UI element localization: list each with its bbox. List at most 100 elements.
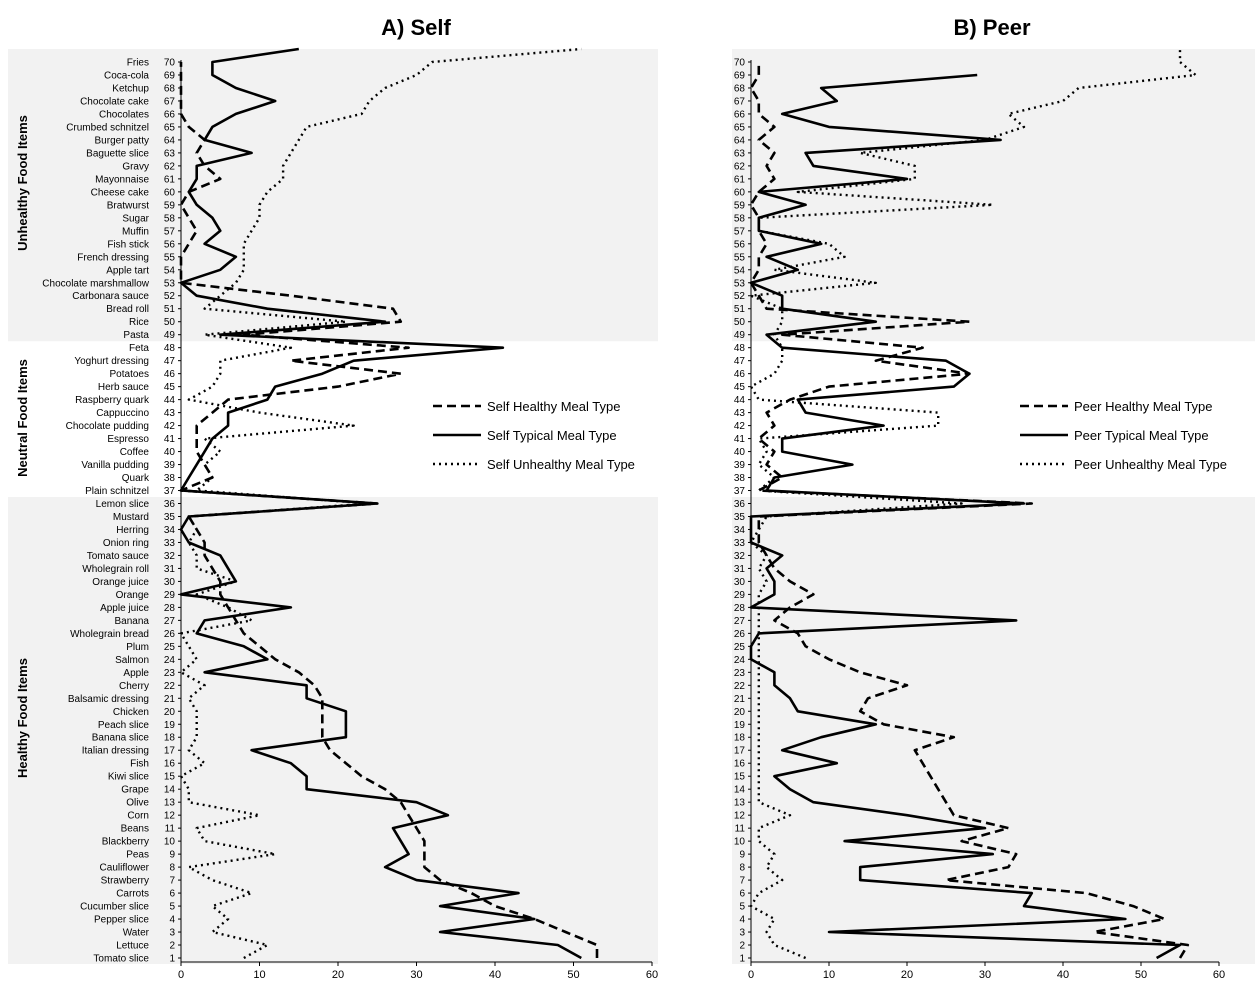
unhealthy-band xyxy=(8,49,658,342)
y-tick-label: 12 xyxy=(164,811,176,822)
food-item-label: Chocolate marshmallow xyxy=(42,278,149,289)
y-tick-label: 8 xyxy=(169,863,175,874)
y-tick-label: 5 xyxy=(739,902,745,913)
y-tick-label: 6 xyxy=(169,889,175,900)
y-tick-label: 61 xyxy=(164,174,176,185)
y-tick-label: 8 xyxy=(739,863,745,874)
y-tick-label: 35 xyxy=(164,512,176,523)
y-tick-label: 26 xyxy=(734,629,746,640)
group-label-unhealthy: Unhealthy Food Items xyxy=(15,115,30,251)
y-tick-label: 2 xyxy=(739,941,745,952)
food-item-label: Sugar xyxy=(122,213,149,224)
legend-label: Self Unhealthy Meal Type xyxy=(487,457,635,472)
food-item-label: Muffin xyxy=(122,226,149,237)
y-tick-label: 39 xyxy=(164,460,176,471)
food-item-label: Plain schnitzel xyxy=(85,486,149,497)
y-tick-label: 17 xyxy=(164,746,176,757)
y-tick-label: 32 xyxy=(734,551,746,562)
y-tick-label: 36 xyxy=(164,499,176,510)
food-item-label: Olive xyxy=(126,798,149,809)
food-item-label: Apple tart xyxy=(106,265,149,276)
food-item-label: Balsamic dressing xyxy=(68,694,149,705)
food-item-label: Coca-cola xyxy=(104,70,149,81)
x-tick-label: 60 xyxy=(1213,969,1225,981)
food-item-label: Fish xyxy=(130,759,149,770)
food-item-label: Cauliflower xyxy=(100,863,150,874)
food-item-label: Tomato slice xyxy=(93,954,149,965)
food-item-label: Lemon slice xyxy=(96,499,150,510)
y-tick-label: 9 xyxy=(169,850,175,861)
y-tick-label: 46 xyxy=(734,369,746,380)
x-tick-label: 10 xyxy=(823,969,835,981)
x-tick-label: 50 xyxy=(567,969,579,981)
y-tick-label: 56 xyxy=(164,239,176,250)
food-item-label: Chocolate cake xyxy=(80,96,149,107)
y-tick-label: 25 xyxy=(164,642,176,653)
y-tick-label: 4 xyxy=(739,915,745,926)
y-tick-label: 4 xyxy=(169,915,175,926)
x-tick-label: 0 xyxy=(178,969,184,981)
y-tick-label: 62 xyxy=(734,161,746,172)
y-tick-label: 31 xyxy=(734,564,746,575)
y-tick-label: 65 xyxy=(164,122,176,133)
series-line-solid xyxy=(749,73,1182,960)
food-item-label: Cucumber slice xyxy=(80,902,149,913)
food-item-label: Fish stick xyxy=(107,239,150,250)
y-tick-label: 69 xyxy=(164,70,176,81)
y-tick-label: 55 xyxy=(734,252,746,263)
food-item-label: Banana xyxy=(115,616,150,627)
y-tick-label: 67 xyxy=(164,96,176,107)
food-item-label: Espresso xyxy=(107,434,149,445)
food-item-label: Pepper slice xyxy=(94,915,149,926)
y-tick-label: 52 xyxy=(734,291,746,302)
chart-title: A) Self xyxy=(381,15,451,40)
y-tick-label: 67 xyxy=(734,96,746,107)
y-tick-label: 56 xyxy=(734,239,746,250)
y-tick-label: 37 xyxy=(734,486,746,497)
food-item-label: Raspberry quark xyxy=(75,395,150,406)
y-tick-label: 23 xyxy=(164,668,176,679)
x-tick-label: 0 xyxy=(748,969,754,981)
y-tick-label: 58 xyxy=(734,213,746,224)
y-tick-label: 14 xyxy=(164,785,176,796)
food-item-label: Mustard xyxy=(113,512,149,523)
y-tick-label: 51 xyxy=(164,304,176,315)
y-tick-label: 38 xyxy=(734,473,746,484)
y-tick-label: 20 xyxy=(734,707,746,718)
y-tick-label: 47 xyxy=(164,356,176,367)
food-item-label: Crumbed schnitzel xyxy=(66,122,149,133)
y-tick-label: 49 xyxy=(734,330,746,341)
food-item-label: Chocolates xyxy=(99,109,149,120)
food-item-label: Water xyxy=(123,928,150,939)
y-tick-label: 24 xyxy=(734,655,746,666)
y-tick-label: 33 xyxy=(734,538,746,549)
y-tick-label: 11 xyxy=(165,824,176,835)
y-tick-label: 45 xyxy=(734,382,746,393)
y-tick-label: 31 xyxy=(164,564,176,575)
food-item-label: Coffee xyxy=(120,447,150,458)
food-item-label: Herring xyxy=(116,525,149,536)
y-tick-label: 11 xyxy=(735,824,746,835)
y-tick-label: 2 xyxy=(169,941,175,952)
y-tick-label: 58 xyxy=(164,213,176,224)
legend-label: Self Typical Meal Type xyxy=(487,428,617,443)
food-item-label: Potatoes xyxy=(110,369,149,380)
food-item-label: Wholegrain roll xyxy=(82,564,149,575)
y-tick-label: 42 xyxy=(164,421,176,432)
y-tick-label: 60 xyxy=(164,187,176,198)
y-tick-label: 48 xyxy=(164,343,176,354)
food-item-label: Corn xyxy=(127,811,149,822)
food-item-label: Strawberry xyxy=(101,876,149,887)
legend-label: Peer Typical Meal Type xyxy=(1074,428,1209,443)
food-item-label: Peas xyxy=(126,850,149,861)
y-tick-label: 41 xyxy=(164,434,176,445)
y-tick-label: 50 xyxy=(164,317,176,328)
y-tick-label: 34 xyxy=(734,525,746,536)
y-tick-label: 18 xyxy=(164,733,176,744)
y-tick-label: 14 xyxy=(734,785,746,796)
food-item-label: Rice xyxy=(129,317,149,328)
y-tick-label: 46 xyxy=(164,369,176,380)
y-tick-label: 49 xyxy=(164,330,176,341)
y-tick-label: 7 xyxy=(739,876,745,887)
y-tick-label: 42 xyxy=(734,421,746,432)
